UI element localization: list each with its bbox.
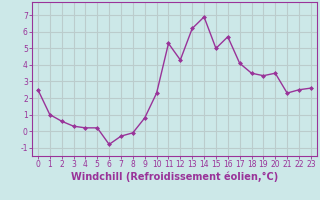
- X-axis label: Windchill (Refroidissement éolien,°C): Windchill (Refroidissement éolien,°C): [71, 172, 278, 182]
